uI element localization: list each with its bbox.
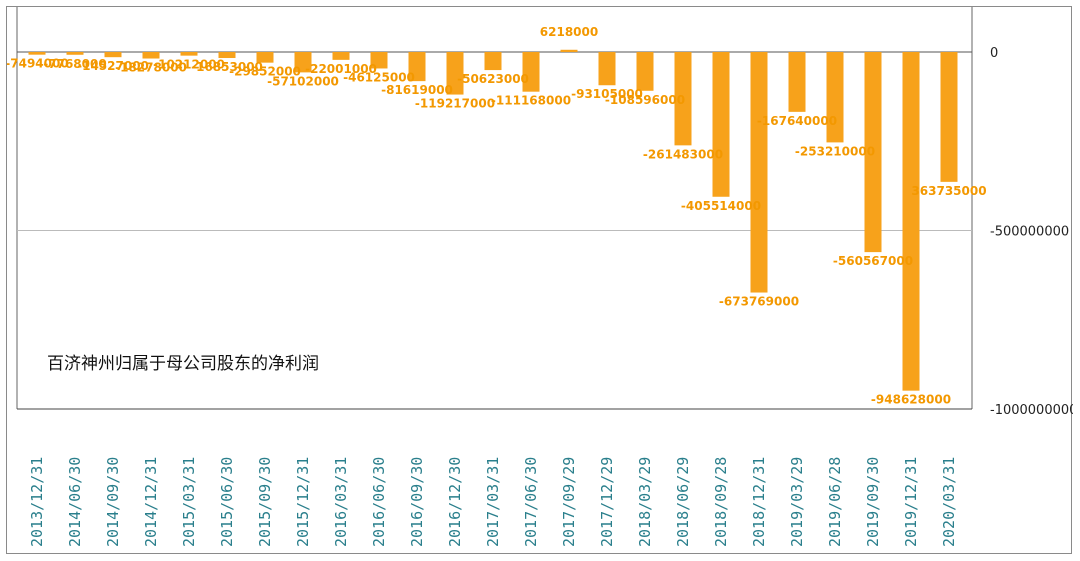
bar-value-label: -22001000 bbox=[305, 62, 377, 76]
bar bbox=[294, 52, 312, 73]
bar bbox=[104, 52, 122, 58]
bar-value-label: -167640000 bbox=[757, 114, 837, 128]
x-tick-label: 2019/09/30 bbox=[864, 457, 882, 547]
x-tick-label: 2017/09/29 bbox=[560, 457, 578, 547]
x-tick-label: 2013/12/31 bbox=[28, 457, 46, 547]
x-tick-label: 2018/12/31 bbox=[750, 457, 768, 547]
bar bbox=[826, 52, 844, 143]
bar bbox=[864, 52, 882, 253]
y-axis-ticks: 0 -500000000 -1000000000 bbox=[990, 46, 1073, 418]
bar-value-label: -253210000 bbox=[795, 144, 875, 158]
x-tick-label: 2016/12/30 bbox=[446, 457, 464, 547]
bar bbox=[218, 52, 236, 59]
bar-value-label: -7768000 bbox=[43, 57, 106, 71]
x-tick-label: 2017/03/31 bbox=[484, 457, 502, 547]
x-tick-label: 2019/06/28 bbox=[826, 457, 844, 547]
bar-value-label: -261483000 bbox=[643, 147, 723, 161]
x-tick-label: 2016/09/30 bbox=[408, 457, 426, 547]
bar bbox=[636, 52, 654, 91]
bar-layer bbox=[28, 49, 958, 391]
x-tick-label: 2019/12/31 bbox=[902, 457, 920, 547]
bar-value-label: -93105000 bbox=[571, 87, 643, 101]
bar bbox=[332, 52, 350, 60]
bar bbox=[940, 52, 958, 182]
y-tick-label: -500000000 bbox=[990, 225, 1069, 240]
bar-value-label: -16853000 bbox=[191, 60, 263, 74]
bar-value-label: -29852000 bbox=[229, 65, 301, 79]
x-tick-label: 2016/03/31 bbox=[332, 457, 350, 547]
x-tick-label: 2018/09/28 bbox=[712, 457, 730, 547]
chart-frame: -7494000 -7768000 -14527000 -18278000 -10212… bbox=[6, 6, 1073, 554]
x-tick-label: 2015/09/30 bbox=[256, 457, 274, 547]
bar-value-label: -673769000 bbox=[719, 295, 799, 309]
bar bbox=[560, 49, 578, 52]
y-tick-label: -1000000000 bbox=[990, 403, 1073, 418]
x-tick-label: 2016/06/30 bbox=[370, 457, 388, 547]
bar-value-label: -7494000 bbox=[7, 57, 69, 71]
x-tick-label: 2017/06/30 bbox=[522, 457, 540, 547]
bar-value-label: -46125000 bbox=[343, 70, 415, 84]
bar-value-label: -560567000 bbox=[833, 254, 913, 268]
x-tick-label: 2014/09/30 bbox=[104, 457, 122, 547]
bar bbox=[712, 52, 730, 197]
bar bbox=[446, 52, 464, 95]
bar-value-label: -57102000 bbox=[267, 74, 339, 88]
bar bbox=[902, 52, 920, 391]
bar bbox=[598, 52, 616, 86]
bar bbox=[522, 52, 540, 92]
bar-value-label: -14527000 bbox=[77, 59, 149, 73]
bar bbox=[370, 52, 388, 69]
bar-value-label: -10212000 bbox=[153, 58, 225, 72]
x-axis-ticks: 2013/12/31 2014/06/30 2014/09/30 2014/12/31… bbox=[28, 457, 958, 547]
bar-value-label: -81619000 bbox=[381, 83, 453, 97]
bar bbox=[28, 52, 46, 55]
bar-value-label: -119217000 bbox=[415, 97, 495, 111]
x-tick-label: 2014/12/31 bbox=[142, 457, 160, 547]
x-tick-label: 2019/03/29 bbox=[788, 457, 806, 547]
bar bbox=[256, 52, 274, 63]
bar bbox=[66, 52, 84, 55]
x-tick-label: 2014/06/30 bbox=[66, 457, 84, 547]
x-tick-label: 2015/06/30 bbox=[218, 457, 236, 547]
bar bbox=[408, 52, 426, 82]
x-tick-label: 2018/03/29 bbox=[636, 457, 654, 547]
x-tick-label: 2015/12/31 bbox=[294, 457, 312, 547]
bar-value-label: 6218000 bbox=[540, 25, 598, 39]
bar-value-label: -108596000 bbox=[605, 93, 685, 107]
bar-value-label: 363735000 bbox=[911, 184, 986, 198]
bar bbox=[788, 52, 806, 112]
bar-chart: -7494000-7768000-14527000-18278000-10212… bbox=[7, 7, 1073, 547]
x-tick-label: 2018/06/29 bbox=[674, 457, 692, 547]
x-tick-label: 2015/03/31 bbox=[180, 457, 198, 547]
x-tick-label: 2020/03/31 bbox=[940, 457, 958, 547]
bar bbox=[674, 52, 692, 146]
bar bbox=[484, 52, 502, 71]
bar-value-label: -18278000 bbox=[115, 61, 187, 75]
bar-label-layer: -7494000-7768000-14527000-18278000-10212… bbox=[7, 25, 987, 407]
chart-title: 百济神州归属于母公司股东的净利润 bbox=[47, 354, 319, 374]
bar-value-label: -948628000 bbox=[871, 393, 951, 407]
y-tick-label: 0 bbox=[990, 46, 998, 61]
bar bbox=[142, 52, 160, 59]
bar bbox=[750, 52, 768, 293]
bar-value-label: -111168000 bbox=[491, 94, 571, 108]
x-tick-label: 2017/12/29 bbox=[598, 457, 616, 547]
bar bbox=[180, 52, 198, 56]
bar-value-label: -405514000 bbox=[681, 199, 761, 213]
bar-value-label: -50623000 bbox=[457, 72, 529, 86]
